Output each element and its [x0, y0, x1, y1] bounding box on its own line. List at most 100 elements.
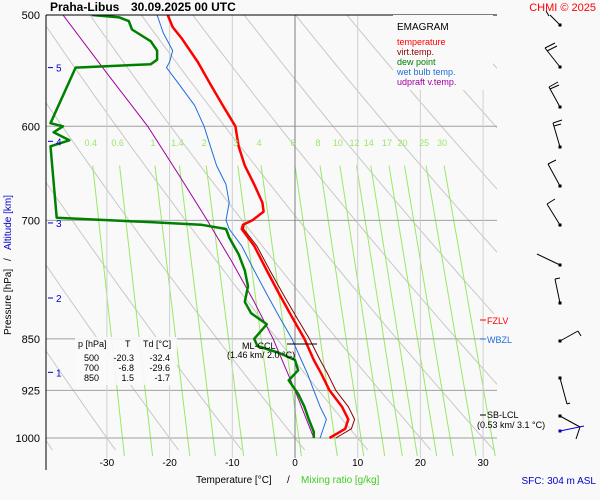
- wind-barb-staff: [547, 163, 561, 187]
- wind-barb-staff: [559, 415, 581, 428]
- mixing-ratio-label: 0.4: [84, 138, 97, 148]
- y-axis-title-altitude: Altitude [km]: [3, 195, 14, 250]
- wind-barb-dot: [558, 414, 562, 418]
- table-cell: 1.5: [121, 373, 134, 383]
- wind-barb-feather: [577, 330, 582, 337]
- temperature-line: [166, 15, 350, 440]
- fzlv-bg: [484, 314, 522, 325]
- temperature-tick-label: 0: [292, 458, 298, 469]
- wind-barb-staff: [554, 278, 561, 304]
- wind-barb: [536, 253, 562, 267]
- pressure-tick-label: 600: [22, 121, 40, 133]
- data-table-bg: [75, 337, 177, 385]
- data-table-rows: 500 -20.3 -32.4 700 -6.8 -29.6 850 1.5 -1.7: [84, 353, 170, 383]
- altitude-tick-label: 3: [56, 219, 62, 230]
- mixing-ratio-label: 17: [382, 138, 392, 148]
- mixing-ratio-label: 25: [419, 138, 429, 148]
- mixing-ratio-label: 12: [349, 138, 359, 148]
- legend-virt-temp: virt.temp.: [397, 47, 434, 57]
- dry-adiabat-line: [46, 181, 243, 451]
- wind-barb-dot: [558, 184, 562, 188]
- legend-dew-point: dew point: [397, 57, 436, 67]
- wind-barb-dot: [558, 376, 562, 380]
- table-cell: -20.3: [113, 353, 134, 363]
- table-cell: 700: [84, 363, 99, 373]
- wind-barb-dot: [558, 339, 562, 343]
- temperature-tick-label: 10: [352, 458, 364, 469]
- wind-barb-staff: [549, 14, 561, 26]
- wind-barb-staff: [548, 86, 561, 108]
- mixing-ratio-label: 10: [333, 138, 343, 148]
- wind-barb-dot: [558, 105, 562, 109]
- legend-temperature: temperature: [397, 37, 446, 47]
- table-cell: -32.4: [149, 353, 170, 363]
- table-cell: -29.6: [149, 363, 170, 373]
- pressure-tick-label: 500: [22, 10, 40, 22]
- surface-wind-barb: [558, 425, 585, 433]
- wind-barb-dot: [558, 223, 562, 227]
- table-header-t: T: [125, 339, 131, 349]
- ml-ccl-detail: (1.46 km/ 2.0 °C): [227, 350, 295, 360]
- mixing-ratio-line: [154, 165, 191, 457]
- wind-barb-feather: [546, 45, 558, 52]
- wind-barb-feather: [575, 426, 581, 440]
- dry-adiabat-line: [46, 25, 369, 451]
- dry-adiabat-line: [140, 15, 495, 451]
- altitude-tick-label: 5: [56, 64, 62, 75]
- mixing-ratio-label: 1: [150, 138, 155, 148]
- temperature-tick-label: -30: [100, 458, 115, 469]
- legend-title: EMAGRAM: [397, 22, 449, 33]
- temperature-tick-label: -10: [225, 458, 240, 469]
- station-title: Praha-Libus: [50, 0, 120, 14]
- wind-barb: [552, 119, 563, 149]
- mixing-ratio-line: [119, 165, 154, 457]
- wbzl-bg: [484, 334, 522, 345]
- sb-lcl-label: SB-LCL: [487, 410, 519, 420]
- mixing-ratio-label: 4: [257, 138, 262, 148]
- wind-barb: [558, 376, 571, 405]
- dry-adiabats: [46, 0, 600, 451]
- pressure-tick-label: 850: [22, 334, 40, 346]
- table-header-td: Td [°C]: [143, 339, 171, 349]
- mixing-ratio-label: 0.6: [111, 138, 124, 148]
- mixing-ratio-label: 1.4: [171, 138, 184, 148]
- table-header-p: p [hPa]: [78, 339, 107, 349]
- wind-barb-feather: [548, 81, 559, 88]
- table-cell: -1.7: [154, 373, 170, 383]
- mixing-ratio-line: [425, 165, 477, 457]
- dew-point-line: [49, 15, 316, 438]
- wind-barb: [548, 81, 562, 109]
- mixing-ratio-lines: [92, 165, 496, 457]
- credit-label: CHMI © 2025: [529, 2, 596, 14]
- dry-adiabat-line: [46, 101, 306, 451]
- table-cell: -6.8: [118, 363, 134, 373]
- mixing-ratio-line: [319, 165, 365, 457]
- pressure-tick-label: 1000: [16, 433, 40, 445]
- dry-adiabat-line: [581, 0, 600, 450]
- sb-lcl-detail: (0.53 km/ 3.1 °C): [477, 420, 545, 430]
- wind-barb-staff: [559, 377, 568, 405]
- temperature-tick-label: 20: [415, 458, 427, 469]
- altitude-tick-label: 1: [56, 368, 62, 379]
- wind-barb-dot: [558, 23, 562, 27]
- wind-barb-feather: [549, 84, 560, 90]
- dry-adiabat-line: [346, 15, 497, 190]
- wind-barb: [558, 414, 581, 440]
- updraft-line: [62, 15, 315, 439]
- surface-wind-barb-dot: [558, 429, 562, 433]
- mixing-ratio-label: 14: [364, 138, 374, 148]
- wind-barb-feather: [552, 119, 563, 124]
- sfc-label: SFC: 304 m ASL: [522, 476, 597, 487]
- wind-barb-feather: [544, 42, 556, 49]
- wind-barb-feather: [566, 402, 571, 405]
- virt-temp-line: [243, 219, 356, 439]
- wind-barb-dot: [558, 301, 562, 305]
- surface-wind-barb-staff: [559, 425, 585, 432]
- mixing-ratio-line: [388, 165, 438, 457]
- dry-adiabat-line: [294, 15, 497, 253]
- wind-barb-feather: [553, 123, 562, 127]
- mixing-ratio-line: [205, 165, 245, 457]
- profile-series: [49, 15, 356, 440]
- wind-barb-feather: [546, 198, 556, 205]
- mixing-ratio-line: [178, 165, 216, 457]
